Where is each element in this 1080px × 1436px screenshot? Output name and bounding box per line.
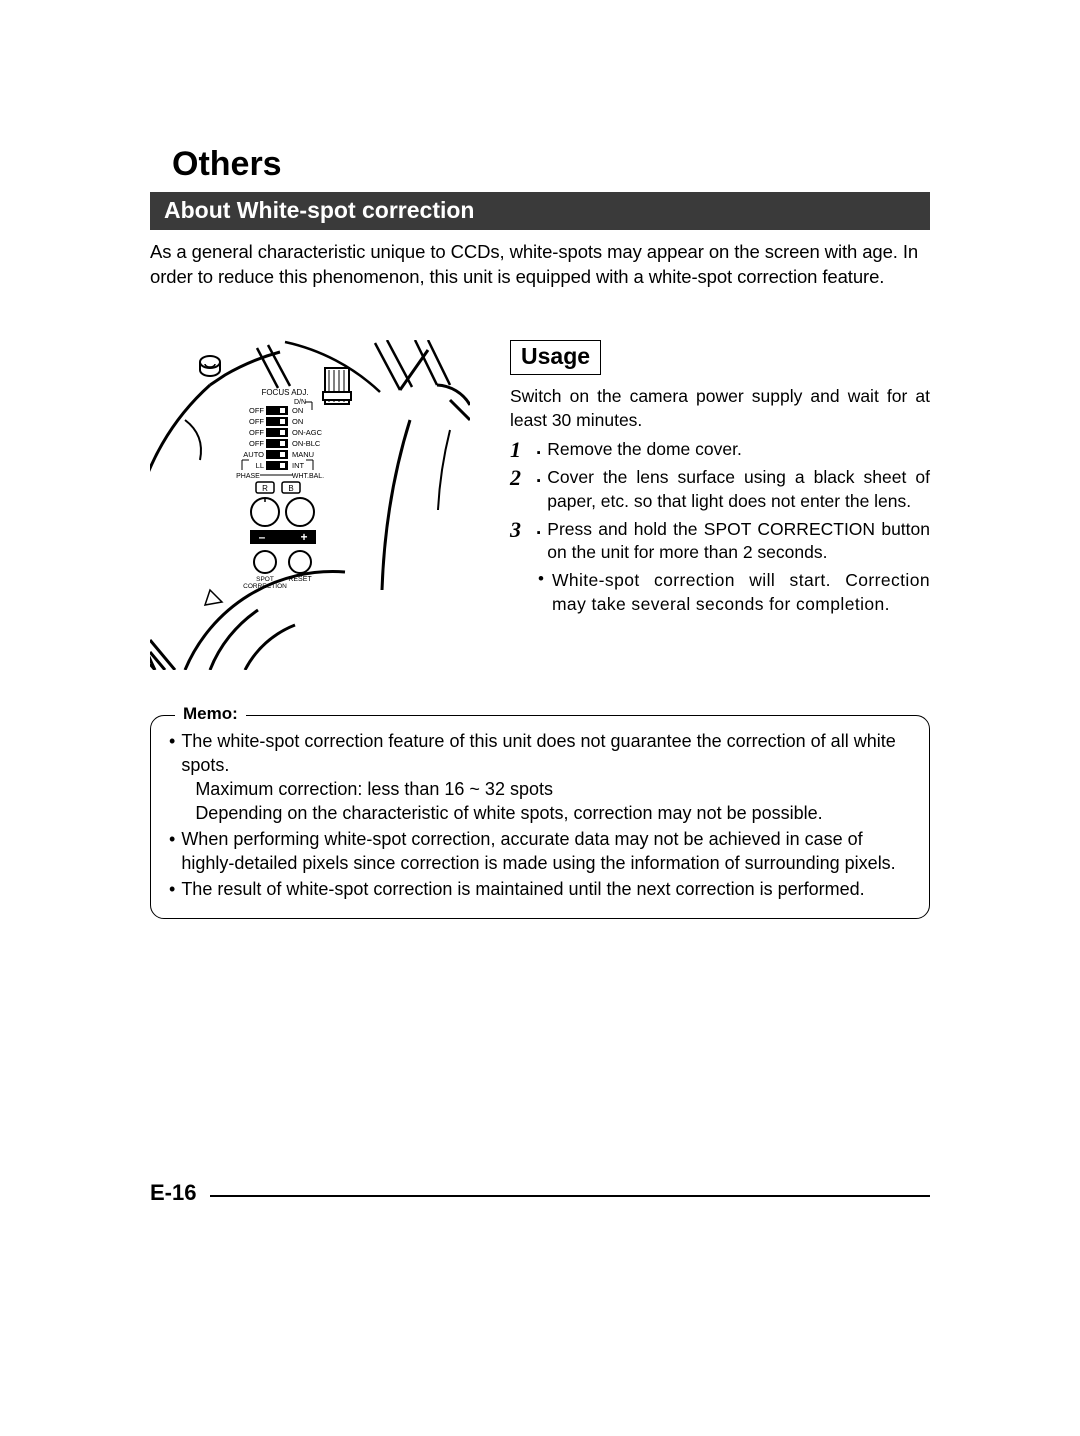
memo-item: • The result of white-spot correction is… — [169, 878, 911, 902]
step-text: Press and hold the SPOT CORRECTION butto… — [547, 518, 930, 565]
svg-text:ON-AGC: ON-AGC — [292, 428, 323, 437]
svg-text:SPOT: SPOT — [256, 576, 274, 583]
step-item: 3. Press and hold the SPOT CORRECTION bu… — [510, 518, 930, 565]
svg-text:MANU: MANU — [292, 450, 314, 459]
page-number: E-16 — [150, 1180, 196, 1206]
step-text: Remove the dome cover. — [547, 438, 930, 462]
memo-list: • The white-spot correction feature of t… — [169, 730, 911, 902]
svg-text:ON: ON — [292, 417, 303, 426]
memo-sub: Depending on the characteristic of white… — [181, 802, 911, 826]
step-sub-bullet: • White-spot correction will start. Corr… — [510, 569, 930, 616]
usage-steps: 1. Remove the dome cover. 2. Cover the l… — [510, 438, 930, 565]
memo-sub: Maximum correction: less than 16 ~ 32 sp… — [181, 778, 911, 802]
memo-text: The white-spot correction feature of thi… — [181, 731, 895, 775]
svg-text:B: B — [288, 484, 293, 493]
svg-text:INT: INT — [292, 461, 305, 470]
svg-text:PHASE: PHASE — [236, 473, 260, 480]
chapter-title: Others — [150, 145, 930, 184]
svg-text:D/N: D/N — [294, 399, 306, 406]
usage-column: Usage Switch on the camera power supply … — [510, 340, 930, 675]
step-text: Cover the lens surface using a black she… — [547, 466, 930, 513]
intro-paragraph: As a general characteristic unique to CC… — [150, 240, 930, 290]
svg-text:AUTO: AUTO — [243, 450, 264, 459]
diagram-column: FOCUS ADJ. D/N OFF ON OFF ON — [150, 340, 470, 675]
usage-heading: Usage — [510, 340, 601, 375]
memo-item: • The white-spot correction feature of t… — [169, 730, 911, 826]
svg-text:OFF: OFF — [249, 406, 264, 415]
svg-text:+: + — [300, 530, 307, 544]
svg-text:ON: ON — [292, 406, 303, 415]
memo-label: Memo: — [175, 704, 246, 724]
step-item: 1. Remove the dome cover. — [510, 438, 930, 462]
memo-text: When performing white-spot correction, a… — [181, 828, 911, 876]
memo-text: The result of white-spot correction is m… — [181, 878, 864, 902]
svg-text:–: – — [259, 530, 266, 544]
svg-text:WHT.BAL.: WHT.BAL. — [292, 473, 324, 480]
step-number: 3 — [510, 518, 532, 542]
usage-intro: Switch on the camera power supply and wa… — [510, 385, 930, 432]
sub-bullet-text: White-spot correction will start. Correc… — [552, 569, 930, 616]
step-item: 2. Cover the lens surface using a black … — [510, 466, 930, 513]
bullet-icon: • — [538, 569, 544, 616]
svg-text:R: R — [262, 484, 268, 493]
svg-text:FOCUS ADJ.: FOCUS ADJ. — [261, 388, 308, 397]
svg-text:LL: LL — [256, 461, 264, 470]
svg-text:OFF: OFF — [249, 439, 264, 448]
footer-rule — [210, 1195, 930, 1197]
camera-diagram: FOCUS ADJ. D/N OFF ON OFF ON — [150, 340, 470, 670]
memo-item: • When performing white-spot correction,… — [169, 828, 911, 876]
svg-text:OFF: OFF — [249, 417, 264, 426]
page-footer: E-16 — [150, 1180, 930, 1206]
section-heading: About White-spot correction — [150, 192, 930, 230]
memo-box: Memo: • The white-spot correction featur… — [150, 715, 930, 919]
content-columns: FOCUS ADJ. D/N OFF ON OFF ON — [150, 340, 930, 675]
step-number: 2 — [510, 466, 532, 490]
svg-text:ON-BLC: ON-BLC — [292, 439, 321, 448]
svg-text:OFF: OFF — [249, 428, 264, 437]
page: Others About White-spot correction As a … — [0, 0, 1080, 919]
step-number: 1 — [510, 438, 532, 462]
